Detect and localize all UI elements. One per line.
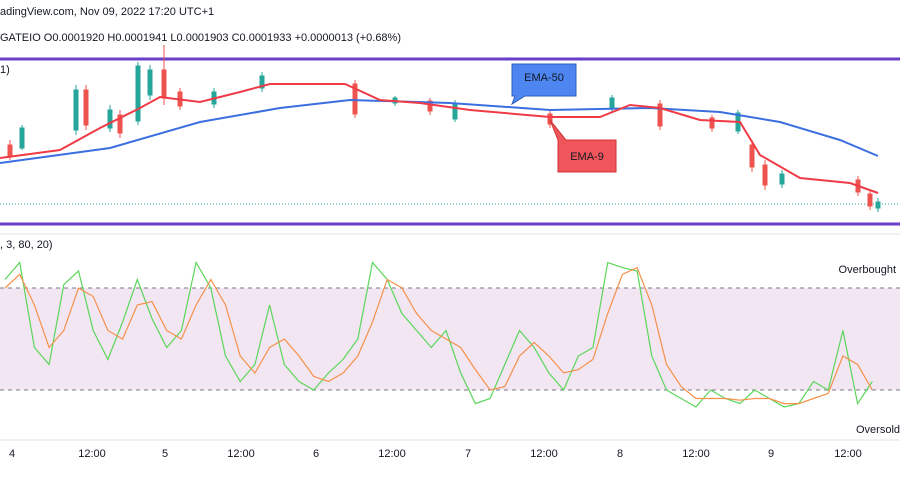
time-label: 9 (768, 448, 774, 460)
time-label: 12:00 (78, 448, 106, 460)
time-label: 7 (465, 448, 471, 460)
time-label: 4 (9, 448, 15, 460)
ema9-line (0, 83, 879, 194)
time-label: 12:00 (378, 448, 406, 460)
time-label: 12:00 (530, 448, 558, 460)
site-header: adingView.com, Nov 09, 2022 17:20 UTC+1 (0, 6, 214, 18)
ema9-callout (549, 119, 617, 173)
ema50-callout (511, 63, 577, 106)
stoch-band (0, 288, 900, 390)
time-label: 12:00 (227, 448, 255, 460)
time-label: 5 (162, 448, 168, 460)
overbought-label: Overbought (839, 264, 896, 276)
time-axis: 4 12:00 5 12:00 6 12:00 7 12:00 8 12:00 9 12:00 (9, 448, 862, 460)
time-label: 12:00 (682, 448, 710, 460)
ema50-label: EMA-50 (524, 72, 564, 84)
oversold-label: Oversold (856, 424, 900, 436)
stoch-line (4, 266, 873, 405)
ohlc-header: GATEIO O0.0001920 H0.0001941 L0.0001903 … (0, 32, 401, 44)
time-label: 8 (617, 448, 623, 460)
time-label: 6 (313, 448, 319, 460)
ema9-label: EMA-9 (570, 151, 604, 163)
ema50-line (0, 98, 879, 164)
stoch-title: , 3, 80, 20) (0, 239, 53, 251)
time-label: 12:00 (834, 448, 862, 460)
price-label: 1) (0, 64, 10, 76)
